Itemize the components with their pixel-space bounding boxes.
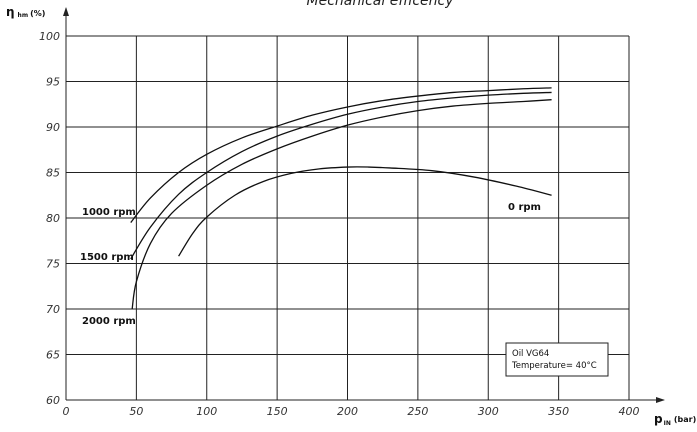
- note-box: [505, 342, 609, 377]
- y-tick-label: 95: [46, 76, 60, 89]
- x-tick-label: 300: [478, 405, 499, 418]
- series-label-1500-rpm: 1500 rpm: [80, 252, 134, 263]
- grid: [66, 35, 630, 400]
- series-line-1500-rpm: [130, 91, 552, 260]
- chart-title: Mechanical efficency: [307, 0, 455, 9]
- oil-temperature-note: Oil VG64 Temperature= 40°C: [505, 342, 609, 377]
- x-tick-label: 100: [196, 405, 217, 418]
- series-lines: [130, 87, 552, 310]
- note-oil: Oil VG64: [512, 349, 549, 359]
- x-tick-label: 150: [267, 405, 288, 418]
- x-tick-label: 50: [129, 405, 143, 418]
- y-tick-label: 60: [46, 394, 60, 407]
- x-tick-label: 200: [337, 405, 358, 418]
- y-tick-label: 80: [46, 212, 60, 225]
- y-tick-label: 70: [46, 303, 60, 316]
- tick-labels: 0 50 100 150 200 250 300 350 400 60 65 70 75 80 85 90 95…: [39, 30, 640, 418]
- series-label-2000-rpm: 2000 rpm: [82, 316, 136, 327]
- y-axis-label: η hm (%): [6, 5, 45, 19]
- series-line-1000-rpm: [130, 87, 552, 223]
- series-label-1000-rpm: 1000 rpm: [82, 207, 136, 218]
- y-tick-label: 75: [46, 258, 60, 271]
- x-axis-label: pIN (bar): [654, 412, 696, 427]
- y-tick-label: 85: [46, 167, 60, 180]
- x-tick-label: 400: [619, 405, 640, 418]
- series-line-0-rpm: [178, 166, 552, 257]
- series-label-0-rpm: 0 rpm: [508, 202, 541, 213]
- y-tick-label: 65: [46, 349, 60, 362]
- y-tick-label: 90: [46, 121, 60, 134]
- x-tick-label: 250: [407, 405, 428, 418]
- series-line-2000-rpm: [131, 99, 552, 310]
- note-temperature: Temperature= 40°C: [511, 361, 597, 371]
- x-tick-label: 350: [548, 405, 569, 418]
- y-tick-label: 100: [39, 30, 60, 43]
- x-axis-arrow-icon: [656, 397, 665, 403]
- y-axis-arrow-icon: [63, 7, 69, 16]
- x-tick-label: 0: [63, 405, 70, 418]
